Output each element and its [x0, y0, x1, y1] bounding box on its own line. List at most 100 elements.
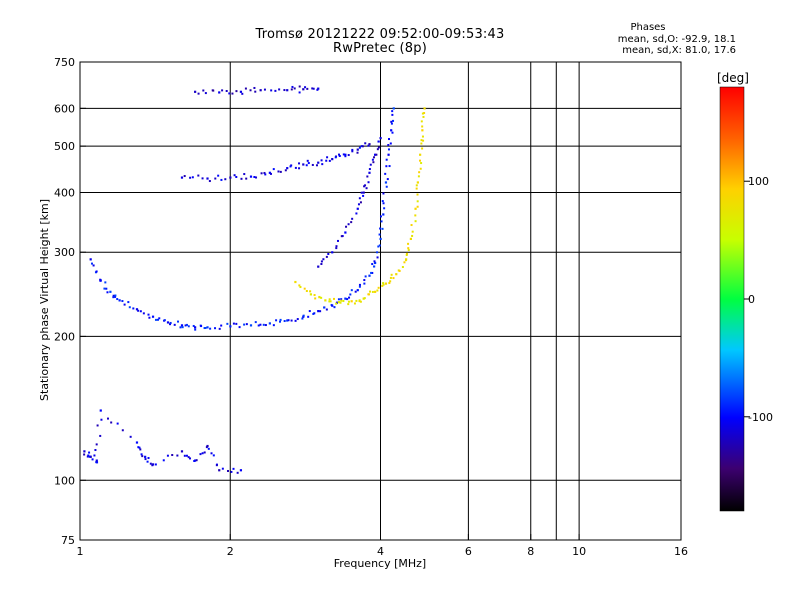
- data-point: [358, 285, 361, 288]
- data-point: [317, 265, 320, 268]
- data-point: [385, 165, 388, 168]
- data-point: [358, 283, 361, 286]
- data-point: [391, 131, 394, 134]
- data-point: [90, 262, 93, 265]
- x-tick-label: 6: [465, 545, 472, 558]
- data-point: [392, 277, 395, 280]
- data-point: [259, 89, 262, 92]
- data-point: [336, 239, 339, 242]
- data-point: [83, 450, 86, 453]
- data-point: [359, 300, 362, 303]
- data-point: [391, 110, 394, 113]
- data-point: [245, 177, 248, 180]
- data-point: [418, 171, 421, 174]
- data-point: [232, 467, 235, 470]
- data-point: [238, 326, 241, 329]
- data-point: [392, 107, 395, 110]
- data-point: [204, 326, 207, 329]
- data-point: [114, 294, 117, 297]
- data-point: [302, 88, 305, 91]
- data-point: [421, 112, 424, 115]
- data-point: [194, 328, 197, 331]
- data-point: [381, 227, 384, 230]
- x-tick-label: 8: [527, 545, 534, 558]
- data-point: [149, 462, 152, 465]
- data-point: [218, 327, 221, 330]
- data-point: [374, 153, 377, 156]
- data-point: [283, 320, 286, 323]
- data-point: [334, 156, 337, 159]
- data-point: [89, 455, 92, 458]
- data-point: [166, 321, 170, 324]
- data-point: [320, 296, 323, 299]
- data-point: [316, 88, 319, 91]
- data-point: [407, 247, 410, 250]
- data-point: [345, 225, 348, 228]
- colorbar-unit-label: [deg]: [717, 71, 749, 85]
- data-point: [328, 298, 331, 301]
- data-point: [287, 319, 290, 322]
- data-point: [392, 119, 395, 122]
- data-point: [357, 203, 360, 206]
- data-point: [94, 449, 97, 452]
- data-point: [137, 309, 140, 312]
- data-point: [201, 452, 204, 455]
- colorbar-tick-label: 0: [748, 293, 755, 306]
- data-point: [373, 265, 376, 268]
- data-point: [381, 284, 384, 287]
- data-point: [110, 421, 113, 424]
- data-point: [331, 251, 334, 254]
- data-point: [309, 293, 312, 296]
- data-point: [411, 230, 414, 233]
- data-point: [419, 159, 422, 162]
- data-point: [320, 260, 323, 263]
- data-point: [235, 90, 238, 93]
- data-point: [135, 308, 139, 311]
- x-tick-label: 4: [377, 545, 384, 558]
- data-point: [389, 276, 392, 279]
- data-point: [321, 163, 324, 166]
- data-point: [232, 322, 235, 325]
- y-tick-label: 500: [54, 140, 75, 153]
- data-point: [274, 89, 277, 92]
- data-point: [417, 175, 420, 178]
- data-point: [385, 185, 388, 188]
- data-point: [93, 454, 96, 457]
- data-point: [200, 325, 203, 328]
- data-point: [325, 255, 328, 258]
- data-point: [368, 168, 371, 171]
- data-point: [422, 115, 425, 118]
- data-point: [132, 307, 135, 310]
- data-point: [220, 324, 223, 327]
- data-point: [88, 451, 91, 454]
- data-point: [390, 129, 393, 132]
- data-point: [313, 312, 316, 315]
- data-point: [275, 319, 278, 322]
- data-point: [106, 291, 109, 294]
- data-point: [363, 282, 366, 285]
- data-point: [309, 290, 312, 293]
- data-point: [362, 191, 365, 194]
- data-point: [379, 215, 382, 218]
- data-point: [420, 139, 423, 142]
- data-point: [259, 323, 262, 326]
- data-point: [183, 175, 186, 178]
- data-point: [373, 260, 376, 263]
- data-point: [405, 252, 408, 255]
- data-point: [335, 245, 338, 248]
- data-point: [298, 167, 301, 170]
- data-point: [135, 441, 139, 444]
- data-point: [317, 161, 320, 164]
- data-point: [290, 164, 293, 167]
- data-point: [116, 298, 119, 301]
- data-point: [144, 458, 147, 461]
- data-point: [318, 296, 321, 299]
- data-point: [220, 178, 223, 181]
- data-point: [374, 261, 377, 265]
- data-point: [162, 459, 165, 462]
- data-point: [286, 167, 289, 170]
- data-point: [379, 237, 382, 241]
- data-point: [315, 164, 318, 167]
- data-point: [194, 326, 197, 329]
- data-point: [379, 227, 382, 230]
